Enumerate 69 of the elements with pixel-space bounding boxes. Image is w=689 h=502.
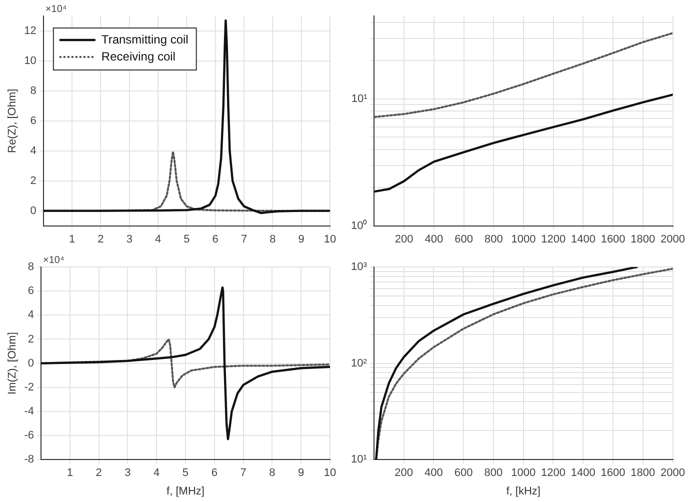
x-tick-label: 6 bbox=[211, 467, 218, 480]
y-tick-label: 4 bbox=[30, 144, 36, 157]
x-tick-label: 1800 bbox=[630, 467, 656, 480]
x-tick-label: 4 bbox=[154, 467, 160, 480]
y-tick-label: -8 bbox=[24, 454, 34, 466]
x-tick-label: 1800 bbox=[630, 233, 656, 246]
x-tick-label: 1 bbox=[66, 467, 73, 480]
x-tick-label: 1200 bbox=[540, 467, 566, 480]
x-tick-label: 400 bbox=[424, 467, 443, 480]
y-tick-label: 10⁰ bbox=[350, 218, 368, 232]
x-tick-label: 200 bbox=[394, 467, 413, 480]
legend-label: Receiving coil bbox=[101, 49, 176, 64]
y-tick-label: 8 bbox=[30, 84, 36, 97]
x-tick-label: 2000 bbox=[660, 467, 686, 480]
x-tick-label: 1000 bbox=[511, 467, 536, 480]
legend-label: Transmitting coil bbox=[101, 32, 188, 46]
x-tick-label: 10 bbox=[324, 233, 336, 246]
x-tick-label: 800 bbox=[484, 233, 503, 246]
x-tick-label: 200 bbox=[394, 233, 414, 246]
x-tick-label: 800 bbox=[484, 467, 503, 480]
x-tick-label: 2000 bbox=[660, 233, 686, 246]
y-tick-label: -2 bbox=[24, 381, 34, 394]
x-tick-label: 1400 bbox=[570, 467, 596, 480]
text: ×10⁴ bbox=[42, 254, 64, 266]
x-tick-label: 7 bbox=[240, 467, 246, 480]
x-tick-label: 4 bbox=[155, 233, 162, 246]
y-tick-label: 10¹ bbox=[351, 92, 368, 105]
y-axis-title: Im(Z), [Ohm] bbox=[6, 332, 19, 394]
x-tick-label: 400 bbox=[424, 233, 444, 246]
x-tick-label: 3 bbox=[124, 467, 131, 480]
y-tick-label: 6 bbox=[28, 285, 34, 298]
x-tick-label: 5 bbox=[182, 467, 189, 480]
y-tick-label: 4 bbox=[28, 309, 34, 322]
y-tick-label: 8 bbox=[28, 261, 34, 274]
x-tick-label: 10 bbox=[324, 467, 336, 480]
y-tick-label: 0 bbox=[30, 204, 36, 217]
y-tick-label: 6 bbox=[30, 114, 36, 127]
y-tick-label: 10¹ bbox=[350, 454, 368, 466]
y-tick-label: 12 bbox=[24, 25, 36, 38]
y-tick-label: 10³ bbox=[350, 261, 368, 274]
x-tick-label: 6 bbox=[212, 233, 218, 246]
x-tick-label: 8 bbox=[269, 467, 276, 480]
x-tick-label: 1600 bbox=[600, 467, 626, 480]
x-tick-label: 600 bbox=[454, 467, 473, 480]
y-tick-label: -6 bbox=[24, 430, 34, 442]
x-tick-label: 2 bbox=[98, 233, 104, 246]
y-tick-label: 2 bbox=[30, 174, 36, 187]
x-tick-label: 9 bbox=[298, 233, 304, 246]
y-tick-label: -4 bbox=[24, 405, 34, 418]
y-tick-label: 10² bbox=[350, 357, 368, 370]
x-axis-title: f, [MHz] bbox=[166, 485, 204, 498]
x-tick-label: 3 bbox=[126, 233, 132, 246]
y-axis-title: Re(Z), [Ohm] bbox=[6, 88, 19, 153]
x-tick-label: 2 bbox=[96, 467, 102, 480]
y-tick-label: 2 bbox=[28, 333, 34, 346]
x-tick-label: 1600 bbox=[600, 233, 626, 246]
x-tick-label: 1200 bbox=[541, 233, 566, 246]
y-tick-label: 10 bbox=[24, 54, 36, 67]
x-tick-label: 1000 bbox=[511, 233, 536, 246]
x-axis-title: f, [kHz] bbox=[506, 485, 540, 498]
x-tick-label: 9 bbox=[298, 467, 304, 480]
x-tick-label: 1 bbox=[69, 233, 76, 246]
x-tick-label: 1400 bbox=[570, 233, 596, 246]
y-tick-label: 0 bbox=[28, 357, 34, 370]
text: ×10⁴ bbox=[45, 4, 67, 15]
x-tick-label: 7 bbox=[240, 233, 248, 246]
x-tick-label: 600 bbox=[454, 233, 473, 246]
x-tick-label: 8 bbox=[270, 233, 276, 246]
x-tick-label: 5 bbox=[184, 233, 190, 246]
